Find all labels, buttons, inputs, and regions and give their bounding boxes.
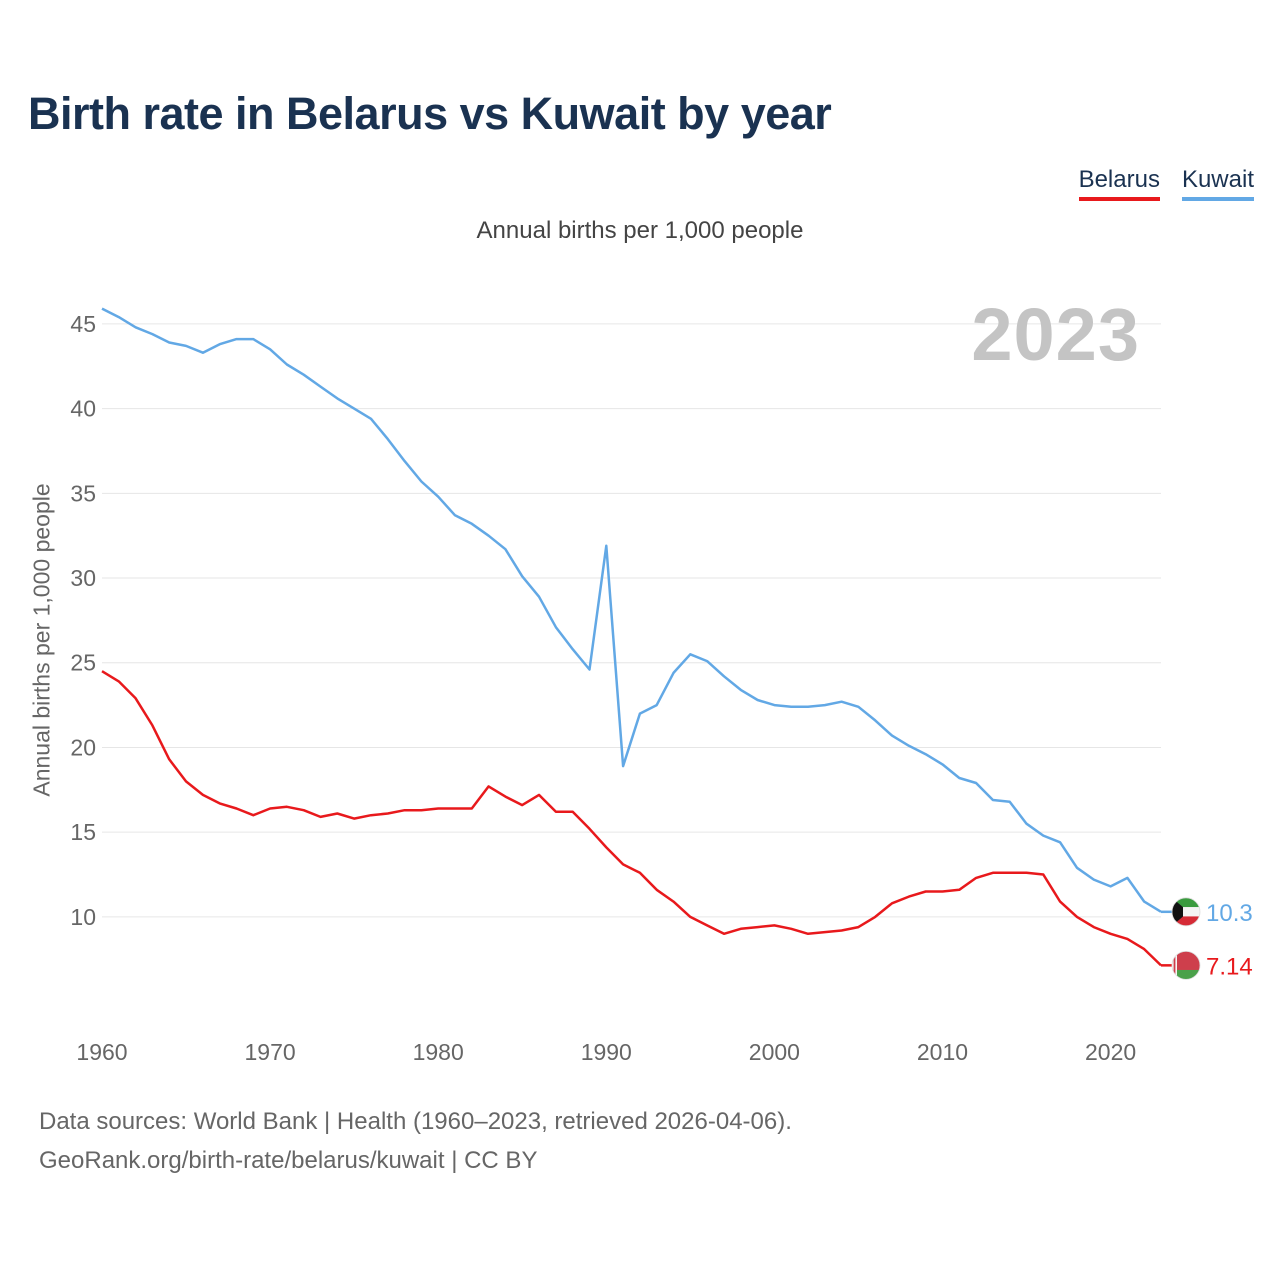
y-tick-label: 45 — [70, 311, 96, 337]
y-tick-label: 10 — [70, 904, 96, 930]
y-axis-ticks: 10 15 20 25 30 35 40 45 — [70, 311, 96, 930]
x-axis-ticks: 1960 1970 1980 1990 2000 2010 2020 — [76, 1039, 1136, 1065]
x-tick-label: 1960 — [76, 1039, 127, 1065]
series-line-kuwait[interactable] — [101, 307, 1162, 913]
y-tick-label: 25 — [70, 650, 96, 676]
legend-item-belarus[interactable]: Belarus — [1078, 166, 1160, 201]
year-watermark: 2023 — [971, 293, 1140, 376]
legend-item-kuwait[interactable]: Kuwait — [1181, 166, 1254, 201]
chart-subtitle: Annual births per 1,000 people — [476, 217, 804, 244]
end-value-label-kuwait: 10.3 — [1206, 900, 1253, 927]
x-tick-label: 2020 — [1085, 1039, 1136, 1065]
x-tick-label: 1980 — [413, 1039, 464, 1065]
y-tick-label: 40 — [70, 396, 96, 422]
legend: Belarus Kuwait — [1078, 166, 1254, 201]
x-tick-label: 1970 — [245, 1039, 296, 1065]
series-layer — [101, 307, 1162, 967]
y-tick-label: 35 — [70, 480, 96, 506]
x-tick-label: 1990 — [581, 1039, 632, 1065]
grid-lines — [102, 323, 1161, 918]
y-tick-label: 20 — [70, 734, 96, 760]
y-tick-label: 15 — [70, 819, 96, 845]
end-markers: 7.14 10.3 — [1161, 897, 1253, 980]
end-value-label-belarus: 7.14 — [1206, 953, 1253, 980]
source-link[interactable]: GeoRank.org/birth-rate/belarus/kuwait | … — [39, 1147, 538, 1174]
series-line-belarus[interactable] — [101, 670, 1162, 967]
y-tick-label: 30 — [70, 565, 96, 591]
source-line: Data sources: World Bank | Health (1960–… — [39, 1108, 792, 1135]
belarus-flag-icon — [1171, 950, 1201, 980]
page-title: Birth rate in Belarus vs Kuwait by year — [28, 88, 832, 139]
kuwait-flag-icon — [1171, 897, 1201, 927]
x-tick-label: 2000 — [749, 1039, 800, 1065]
x-tick-label: 2010 — [917, 1039, 968, 1065]
